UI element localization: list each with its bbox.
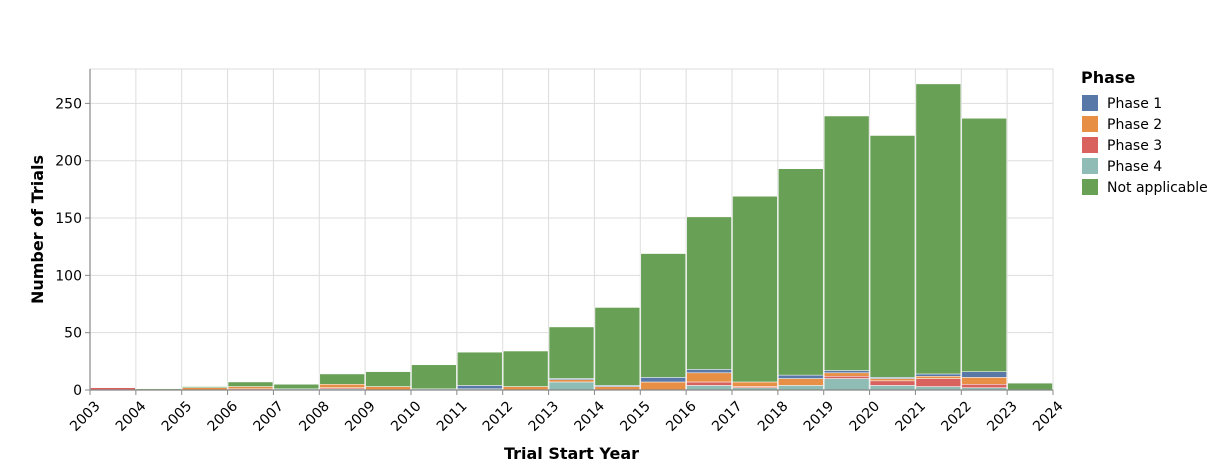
bar-segment-phase-4-2019 bbox=[823, 378, 870, 391]
bar-segment-not-applicable-2023 bbox=[1007, 382, 1053, 391]
x-tick-label: 2024 bbox=[1030, 398, 1067, 435]
bar-segment-phase-2-2022 bbox=[961, 377, 1007, 385]
bar-segment-not-applicable-2007 bbox=[273, 384, 320, 390]
bar-segment-not-applicable-2014 bbox=[594, 307, 641, 386]
bar-segment-not-applicable-2018 bbox=[778, 168, 824, 376]
legend-label-not-applicable: Not applicable bbox=[1107, 180, 1208, 196]
legend-items: Phase 1 Phase 2 Phase 3 Phase 4 Not applicab… bbox=[1082, 95, 1208, 196]
x-axis-title: Trial Start Year bbox=[504, 444, 639, 463]
x-tick-label: 2004 bbox=[113, 398, 150, 435]
legend-title: Phase bbox=[1081, 68, 1135, 87]
x-tick-label: 2007 bbox=[251, 398, 288, 435]
y-tick-label: 0 bbox=[73, 383, 82, 399]
bar-segment-not-applicable-2006 bbox=[227, 381, 274, 387]
legend-label-phase-3: Phase 3 bbox=[1107, 138, 1162, 154]
bar-segment-phase-3-2019 bbox=[823, 375, 870, 379]
bar-segment-not-applicable-2008 bbox=[319, 373, 365, 385]
x-tick-label: 2020 bbox=[847, 398, 884, 435]
bar-segment-phase-2-2020 bbox=[869, 378, 916, 382]
x-tick-label: 2016 bbox=[663, 398, 700, 435]
bar-segment-phase-2-2021 bbox=[915, 375, 962, 379]
bar-segment-phase-4-2013 bbox=[548, 381, 595, 391]
bars-layer bbox=[90, 83, 1053, 391]
bar-segment-phase-2-2015 bbox=[640, 381, 686, 391]
legend-label-phase-4: Phase 4 bbox=[1107, 159, 1162, 175]
bar-segment-phase-2-2008 bbox=[319, 384, 365, 388]
legend-swatch-phase-3 bbox=[1082, 137, 1098, 153]
legend-swatch-not-applicable bbox=[1082, 179, 1098, 195]
bar-segment-phase-2-2016 bbox=[686, 372, 732, 383]
bar-segment-phase-1-2015 bbox=[640, 377, 686, 383]
bar-segment-not-applicable-2020 bbox=[869, 135, 916, 378]
x-tick-label: 2010 bbox=[388, 398, 425, 435]
bar-segment-not-applicable-2022 bbox=[961, 118, 1007, 372]
bar-segment-phase-1-2021 bbox=[915, 373, 962, 377]
legend-label-phase-2: Phase 2 bbox=[1107, 117, 1162, 133]
bar-segment-not-applicable-2005 bbox=[181, 386, 228, 388]
legend-label-phase-1: Phase 1 bbox=[1107, 96, 1162, 112]
legend-swatch-phase-4 bbox=[1082, 158, 1098, 174]
bar-segment-phase-3-2021 bbox=[915, 378, 962, 387]
x-tick-label: 2022 bbox=[938, 398, 975, 435]
bar-segment-phase-1-2022 bbox=[961, 371, 1007, 378]
y-tick-label: 100 bbox=[55, 268, 82, 284]
bar-segment-not-applicable-2010 bbox=[411, 364, 457, 390]
x-tick-label: 2008 bbox=[296, 398, 333, 435]
x-tick-label: 2014 bbox=[572, 398, 609, 435]
y-tick-label: 200 bbox=[55, 154, 82, 170]
y-tick-label: 250 bbox=[55, 96, 82, 112]
bar-segment-not-applicable-2019 bbox=[823, 115, 870, 371]
bar-segment-phase-1-2011 bbox=[457, 385, 503, 390]
x-tick-label: 2015 bbox=[617, 398, 654, 435]
x-tick-label: 2017 bbox=[709, 398, 746, 435]
bar-segment-phase-2-2006 bbox=[227, 386, 274, 390]
x-tick-label: 2009 bbox=[342, 398, 379, 435]
bar-segment-phase-2-2018 bbox=[778, 378, 824, 386]
bar-segment-phase-3-2016 bbox=[686, 381, 732, 386]
x-tick-label: 2019 bbox=[801, 398, 838, 435]
bar-segment-phase-4-2020 bbox=[869, 385, 916, 391]
x-tick-label: 2018 bbox=[755, 398, 792, 435]
legend-swatch-phase-1 bbox=[1082, 95, 1098, 111]
bar-segment-not-applicable-2009 bbox=[365, 371, 411, 387]
bar-segment-phase-1-2016 bbox=[686, 369, 732, 374]
bar-segment-not-applicable-2012 bbox=[502, 350, 549, 387]
bar-segment-not-applicable-2016 bbox=[686, 216, 732, 370]
bar-segment-phase-2-2017 bbox=[732, 381, 778, 387]
bar-segment-phase-4-2018 bbox=[778, 385, 824, 391]
bar-segment-phase-1-2018 bbox=[778, 374, 824, 379]
bar-segment-phase-2-2019 bbox=[823, 372, 870, 377]
legend: Phase Phase 1 Phase 2 Phase 3 Phase 4 Not ap… bbox=[1081, 68, 1208, 196]
bar-segment-phase-4-2016 bbox=[686, 385, 732, 391]
x-tick-label: 2023 bbox=[984, 398, 1021, 435]
x-tick-label: 2003 bbox=[67, 398, 104, 435]
bar-segment-phase-3-2022 bbox=[961, 384, 1007, 388]
x-tick-label: 2005 bbox=[159, 398, 196, 435]
x-tick-label: 2006 bbox=[205, 398, 242, 435]
x-tick-label: 2021 bbox=[893, 398, 930, 435]
y-axis-title: Number of Trials bbox=[28, 155, 47, 304]
bar-segment-not-applicable-2017 bbox=[732, 196, 778, 383]
legend-swatch-phase-2 bbox=[1082, 116, 1098, 132]
y-tick-label: 150 bbox=[55, 211, 82, 227]
bar-segment-not-applicable-2015 bbox=[640, 253, 686, 378]
x-tick-label: 2013 bbox=[526, 398, 563, 435]
bar-segment-not-applicable-2011 bbox=[457, 351, 503, 386]
x-tick-label: 2011 bbox=[434, 398, 471, 435]
bar-segment-phase-2-2013 bbox=[548, 379, 595, 383]
y-tick-label: 50 bbox=[64, 326, 82, 342]
bar-segment-not-applicable-2021 bbox=[915, 83, 962, 375]
bar-segment-not-applicable-2013 bbox=[548, 326, 595, 379]
bar-segment-phase-3-2020 bbox=[869, 380, 916, 386]
bar-segment-phase-1-2019 bbox=[823, 370, 870, 374]
x-tick-label: 2012 bbox=[480, 398, 517, 435]
